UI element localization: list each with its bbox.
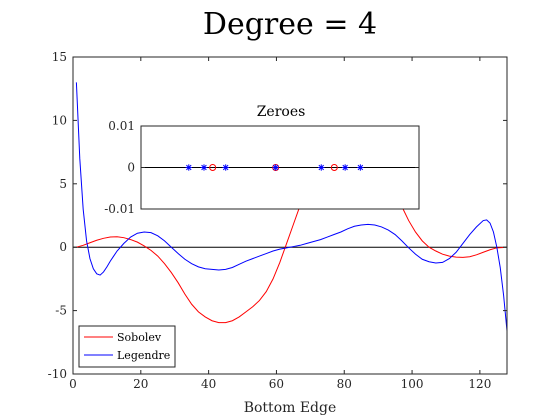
- y-tick-label: 15: [52, 50, 67, 64]
- x-tick-label: 80: [337, 377, 352, 391]
- chart-title: Degree = 4: [203, 7, 377, 42]
- zero-marker-legendre: [357, 164, 363, 170]
- y-tick-label: 10: [52, 113, 67, 127]
- zero-marker-legendre: [186, 164, 192, 170]
- y-tick-label: 5: [59, 177, 67, 191]
- y-tick-label: -5: [55, 304, 67, 318]
- inset-y-tick-label: 0.01: [108, 119, 135, 133]
- inset-y-tick-label: 0: [127, 161, 135, 175]
- x-tick-label: 120: [468, 377, 491, 391]
- inset-title: Zeroes: [257, 104, 306, 120]
- legend: Sobolev Legendre: [79, 326, 175, 367]
- inset-y-tick-label: -0.01: [104, 202, 135, 216]
- x-tick-label: 100: [401, 377, 424, 391]
- zero-marker-legendre: [201, 164, 207, 170]
- x-tick-label: 40: [201, 377, 216, 391]
- zero-marker-legendre: [318, 164, 324, 170]
- x-axis-label: Bottom Edge: [244, 400, 337, 416]
- x-tick-label: 20: [133, 377, 148, 391]
- zero-marker-legendre: [223, 164, 229, 170]
- y-tick-label: 0: [59, 240, 67, 254]
- x-tick-label: 60: [269, 377, 284, 391]
- zero-marker-legendre: [272, 164, 278, 170]
- zero-marker-legendre: [342, 164, 348, 170]
- legend-label-legendre: Legendre: [117, 349, 170, 362]
- legend-label-sobolev: Sobolev: [117, 331, 162, 344]
- y-tick-label: -10: [48, 367, 67, 381]
- x-tick-label: 0: [69, 377, 77, 391]
